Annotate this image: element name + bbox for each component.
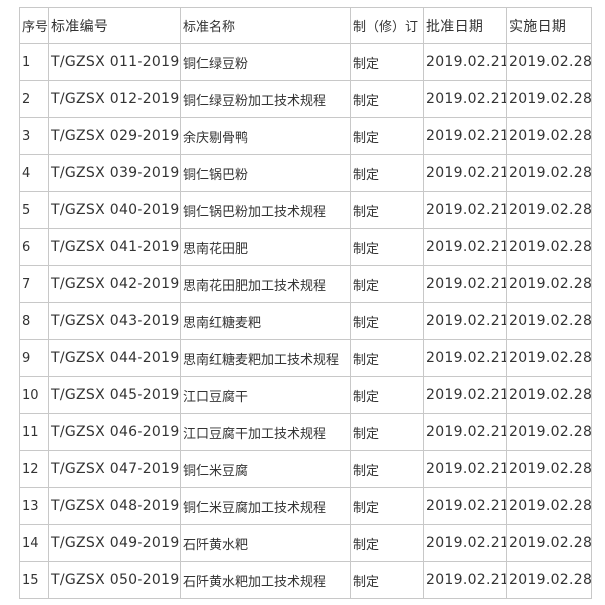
table-cell: 15: [19, 561, 49, 599]
header-cell: 标准编号: [48, 7, 181, 44]
header-cell: 标准名称: [180, 7, 351, 44]
table-cell: 制定: [350, 228, 424, 266]
header-cell: 序号: [19, 7, 49, 44]
table-cell: T/GZSX 043-2019: [48, 302, 181, 340]
table-cell: 2019.02.21: [423, 524, 507, 562]
table-cell: 制定: [350, 265, 424, 303]
table-cell: 2019.02.28: [506, 80, 592, 118]
table-cell: 制定: [350, 339, 424, 377]
table-cell: 14: [19, 524, 49, 562]
table-cell: 铜仁锅巴粉: [180, 154, 351, 192]
table-cell: 2019.02.28: [506, 339, 592, 377]
table-cell: 2019.02.28: [506, 376, 592, 414]
table-cell: 思南红糖麦粑: [180, 302, 351, 340]
table-cell: 2019.02.21: [423, 191, 507, 229]
table-cell: 江口豆腐干加工技术规程: [180, 413, 351, 451]
table-cell: 2019.02.28: [506, 524, 592, 562]
table-cell: 2019.02.28: [506, 450, 592, 488]
table-cell: 13: [19, 487, 49, 525]
header-cell: 批准日期: [423, 7, 507, 44]
table-cell: 2019.02.21: [423, 154, 507, 192]
table-cell: 铜仁绿豆粉: [180, 43, 351, 81]
table-cell: T/GZSX 045-2019: [48, 376, 181, 414]
table-cell: 铜仁米豆腐加工技术规程: [180, 487, 351, 525]
table-cell: T/GZSX 012-2019: [48, 80, 181, 118]
table-cell: 2019.02.21: [423, 117, 507, 155]
table-cell: 2019.02.28: [506, 117, 592, 155]
table-cell: 2019.02.28: [506, 43, 592, 81]
table-cell: 铜仁锅巴粉加工技术规程: [180, 191, 351, 229]
table-cell: T/GZSX 049-2019: [48, 524, 181, 562]
table-cell: 2019.02.21: [423, 228, 507, 266]
table-cell: 2019.02.21: [423, 302, 507, 340]
table-cell: 5: [19, 191, 49, 229]
table-cell: 制定: [350, 43, 424, 81]
table-cell: 石阡黄水粑加工技术规程: [180, 561, 351, 599]
table-cell: 4: [19, 154, 49, 192]
table-cell: 江口豆腐干: [180, 376, 351, 414]
table-cell: 6: [19, 228, 49, 266]
table-cell: 制定: [350, 413, 424, 451]
table-cell: 2019.02.21: [423, 80, 507, 118]
table-cell: 2019.02.28: [506, 191, 592, 229]
table-cell: T/GZSX 044-2019: [48, 339, 181, 377]
table-cell: 制定: [350, 154, 424, 192]
table-cell: T/GZSX 047-2019: [48, 450, 181, 488]
table-cell: 思南花田肥: [180, 228, 351, 266]
table-cell: 石阡黄水粑: [180, 524, 351, 562]
table-cell: T/GZSX 040-2019: [48, 191, 181, 229]
table-cell: 9: [19, 339, 49, 377]
table-cell: 2019.02.21: [423, 376, 507, 414]
table-cell: 2019.02.28: [506, 265, 592, 303]
table-cell: 制定: [350, 376, 424, 414]
table-cell: T/GZSX 050-2019: [48, 561, 181, 599]
table-cell: 制定: [350, 561, 424, 599]
table-cell: 制定: [350, 191, 424, 229]
header-cell: 制（修）订: [350, 7, 424, 44]
table-cell: 制定: [350, 450, 424, 488]
table-cell: 2019.02.21: [423, 413, 507, 451]
table-cell: 2019.02.28: [506, 487, 592, 525]
table-cell: 2019.02.21: [423, 43, 507, 81]
table-cell: 2019.02.28: [506, 154, 592, 192]
table-cell: 7: [19, 265, 49, 303]
table-cell: 思南花田肥加工技术规程: [180, 265, 351, 303]
table-cell: 2019.02.28: [506, 561, 592, 599]
table-cell: 2019.02.28: [506, 302, 592, 340]
table-cell: 2019.02.21: [423, 561, 507, 599]
table-cell: 2019.02.28: [506, 228, 592, 266]
table-cell: 思南红糖麦粑加工技术规程: [180, 339, 351, 377]
table-cell: 铜仁绿豆粉加工技术规程: [180, 80, 351, 118]
table-cell: 11: [19, 413, 49, 451]
table-cell: 2019.02.21: [423, 450, 507, 488]
table-cell: T/GZSX 029-2019: [48, 117, 181, 155]
table-cell: 12: [19, 450, 49, 488]
header-cell: 实施日期: [506, 7, 592, 44]
table-cell: 2019.02.21: [423, 487, 507, 525]
table-cell: 8: [19, 302, 49, 340]
table-cell: T/GZSX 048-2019: [48, 487, 181, 525]
table-cell: 2019.02.21: [423, 339, 507, 377]
table-cell: T/GZSX 039-2019: [48, 154, 181, 192]
table-cell: 1: [19, 43, 49, 81]
table-cell: T/GZSX 042-2019: [48, 265, 181, 303]
table-cell: 制定: [350, 80, 424, 118]
table-cell: 余庆剔骨鸭: [180, 117, 351, 155]
table-cell: 制定: [350, 524, 424, 562]
table-cell: 2019.02.28: [506, 413, 592, 451]
table-cell: 2: [19, 80, 49, 118]
table-cell: 10: [19, 376, 49, 414]
table-cell: 制定: [350, 117, 424, 155]
table-cell: 铜仁米豆腐: [180, 450, 351, 488]
table-cell: T/GZSX 041-2019: [48, 228, 181, 266]
table-cell: 制定: [350, 302, 424, 340]
table-cell: T/GZSX 011-2019: [48, 43, 181, 81]
table-cell: 2019.02.21: [423, 265, 507, 303]
table-cell: 制定: [350, 487, 424, 525]
table-cell: 3: [19, 117, 49, 155]
table-cell: T/GZSX 046-2019: [48, 413, 181, 451]
